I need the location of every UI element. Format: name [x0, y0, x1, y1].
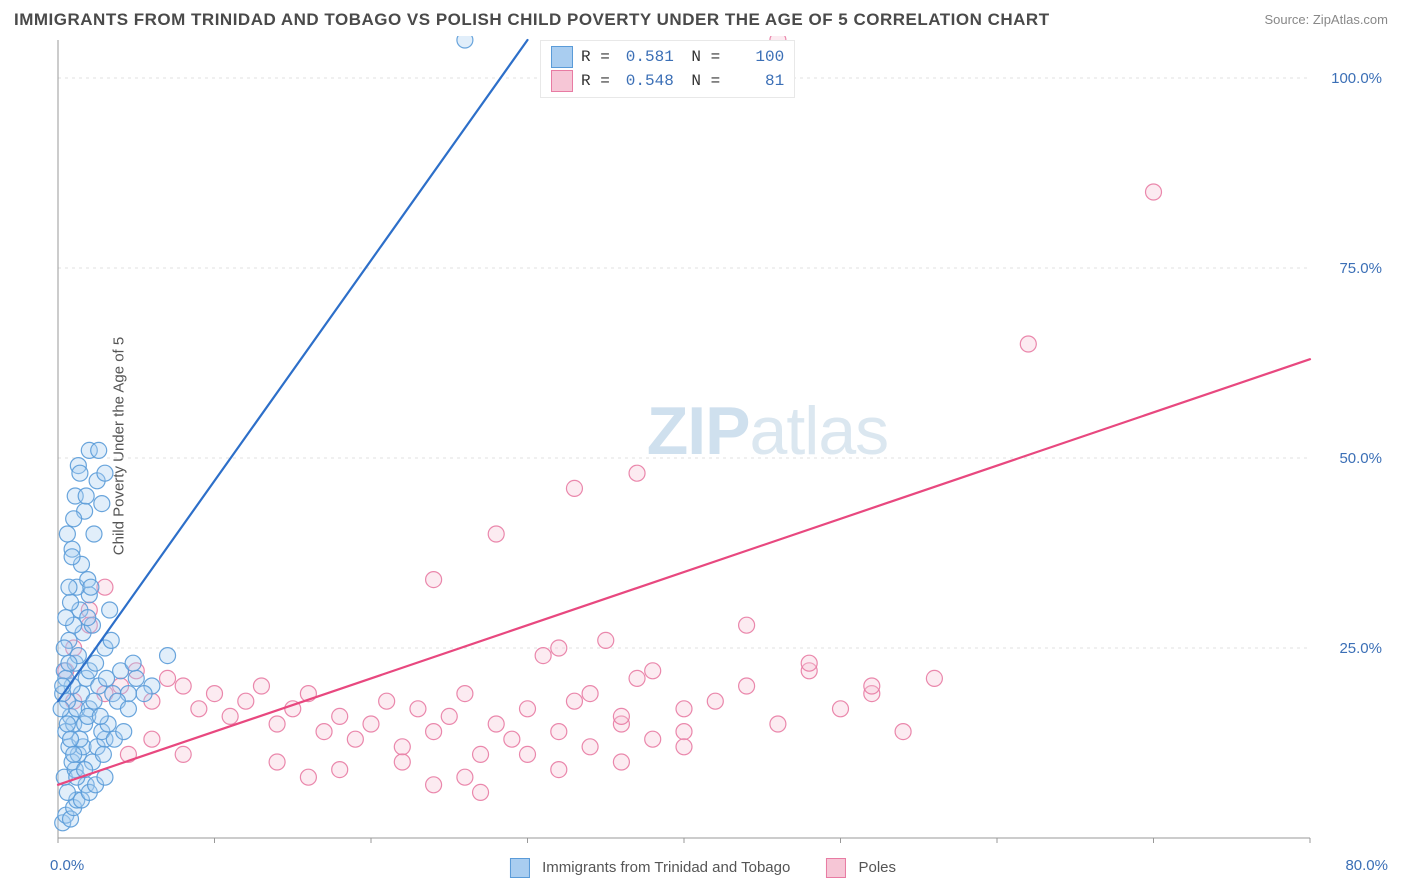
stat-n-value: 81 [728, 69, 784, 93]
source-label: Source: [1264, 12, 1312, 27]
source-name: ZipAtlas.com [1313, 12, 1388, 27]
bottom-legend: Immigrants from Trinidad and Tobago Pole… [510, 858, 896, 878]
correlation-stats-box: R = 0.581 N = 100 R = 0.548 N = 81 [540, 40, 795, 98]
stat-r-value: 0.548 [618, 69, 674, 93]
chart-title: IMMIGRANTS FROM TRINIDAD AND TOBAGO VS P… [14, 10, 1050, 30]
legend-swatch-icon [510, 858, 530, 878]
svg-text:25.0%: 25.0% [1339, 640, 1382, 657]
source-attribution: Source: ZipAtlas.com [1264, 12, 1388, 27]
svg-text:75.0%: 75.0% [1339, 260, 1382, 277]
chart-plot-area: 25.0% 50.0% 75.0% 100.0% [48, 36, 1390, 848]
stat-r-label: R = [581, 69, 610, 93]
x-axis-max-label: 80.0% [1345, 857, 1388, 874]
legend-swatch-icon [551, 46, 573, 68]
legend-item: Immigrants from Trinidad and Tobago [510, 858, 790, 878]
stats-row: R = 0.581 N = 100 [551, 45, 784, 69]
legend-label: Immigrants from Trinidad and Tobago [542, 859, 790, 876]
legend-label: Poles [859, 859, 897, 876]
stat-n-label: N = [682, 45, 720, 69]
legend-item: Poles [826, 858, 896, 878]
stat-r-value: 0.581 [618, 45, 674, 69]
svg-text:50.0%: 50.0% [1339, 450, 1382, 467]
scatter-chart-svg: 25.0% 50.0% 75.0% 100.0% [48, 36, 1390, 848]
stats-row: R = 0.548 N = 81 [551, 69, 784, 93]
legend-swatch-icon [826, 858, 846, 878]
stat-n-value: 100 [728, 45, 784, 69]
x-axis-origin-label: 0.0% [50, 857, 84, 874]
legend-swatch-icon [551, 70, 573, 92]
svg-text:100.0%: 100.0% [1331, 70, 1382, 87]
stat-n-label: N = [682, 69, 720, 93]
stat-r-label: R = [581, 45, 610, 69]
